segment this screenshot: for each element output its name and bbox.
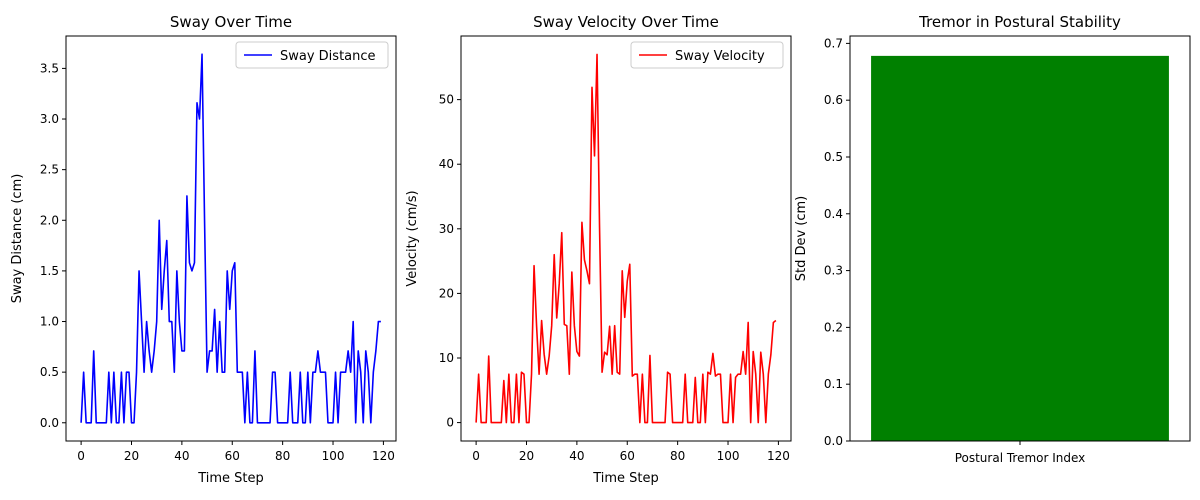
- x-axis-label: Time Step: [592, 471, 659, 486]
- y-tick-label: 0.5: [40, 365, 59, 379]
- chart-title: Sway Velocity Over Time: [533, 13, 719, 31]
- y-tick-label: 2.5: [40, 163, 59, 177]
- legend-box: [235, 41, 389, 69]
- bar: [871, 55, 1169, 441]
- y-tick-label: 0.2: [824, 320, 843, 334]
- x-tick-label: 100: [717, 449, 740, 463]
- y-tick-label: 50: [439, 93, 454, 107]
- x-tick-label: 120: [372, 449, 395, 463]
- x-tick-label: 100: [322, 449, 345, 463]
- y-tick-label: 20: [439, 286, 454, 300]
- y-axis-label: Std Dev (cm): [794, 196, 809, 282]
- legend-label: Sway Velocity: [675, 49, 765, 64]
- chart-panel-1: Sway Over Time Sway Distance (cm) 0.0 0.5 1.…: [10, 13, 397, 486]
- x-tick-label: 60: [620, 449, 635, 463]
- chart-panel-2: Sway Velocity Over Time Velocity (cm/s) 0 1…: [405, 13, 792, 486]
- y-tick-label: 0.6: [824, 93, 843, 107]
- x-axis-label: Time Step: [197, 471, 264, 486]
- axes-frame: [460, 35, 792, 442]
- series-line-1: [475, 53, 777, 424]
- y-tick-label: 1.0: [40, 315, 59, 329]
- y-tick-label: 0.5: [824, 150, 843, 164]
- y-tick-label: 3.0: [40, 112, 59, 126]
- x-tick-label: 20: [124, 449, 139, 463]
- chart-title: Sway Over Time: [170, 13, 292, 31]
- axes-frame: [849, 35, 1191, 442]
- y-tick-label: 2.0: [40, 213, 59, 227]
- series-line-1: [80, 53, 381, 424]
- chart-title: Tremor in Postural Stability: [918, 13, 1121, 31]
- legend-label: Sway Distance: [280, 49, 376, 64]
- x-tick-label: 40: [569, 449, 584, 463]
- y-tick-label: 0.4: [824, 207, 843, 221]
- x-tick-label: 20: [519, 449, 534, 463]
- legend: Sway Distance: [235, 41, 389, 69]
- x-tick-label: 80: [670, 449, 685, 463]
- x-tick-label: 40: [174, 449, 189, 463]
- x-tick-label: Postural Tremor Index: [955, 451, 1086, 465]
- y-tick-label: 10: [439, 351, 454, 365]
- x-tick-label: 60: [225, 449, 240, 463]
- y-tick-label: 0: [446, 416, 454, 430]
- axes-frame: [65, 35, 397, 442]
- y-tick-label: 0.3: [824, 264, 843, 278]
- legend-box: [630, 41, 784, 69]
- y-axis-label: Sway Distance (cm): [10, 174, 25, 304]
- x-tick-label: 0: [472, 449, 480, 463]
- y-tick-label: 0.0: [40, 416, 59, 430]
- chart-panel-3: Tremor in Postural Stability Std Dev (cm)…: [794, 13, 1191, 465]
- x-tick-label: 0: [77, 449, 85, 463]
- y-tick-label: 1.5: [40, 264, 59, 278]
- y-tick-label: 0.0: [824, 434, 843, 448]
- y-tick-label: 30: [439, 222, 454, 236]
- legend: Sway Velocity: [630, 41, 784, 69]
- y-axis-label: Velocity (cm/s): [405, 190, 420, 286]
- x-tick-label: 120: [767, 449, 790, 463]
- x-tick-label: 80: [275, 449, 290, 463]
- y-tick-label: 40: [439, 157, 454, 171]
- y-tick-label: 0.1: [824, 377, 843, 391]
- y-tick-label: 0.7: [824, 36, 843, 50]
- y-tick-label: 3.5: [40, 61, 59, 75]
